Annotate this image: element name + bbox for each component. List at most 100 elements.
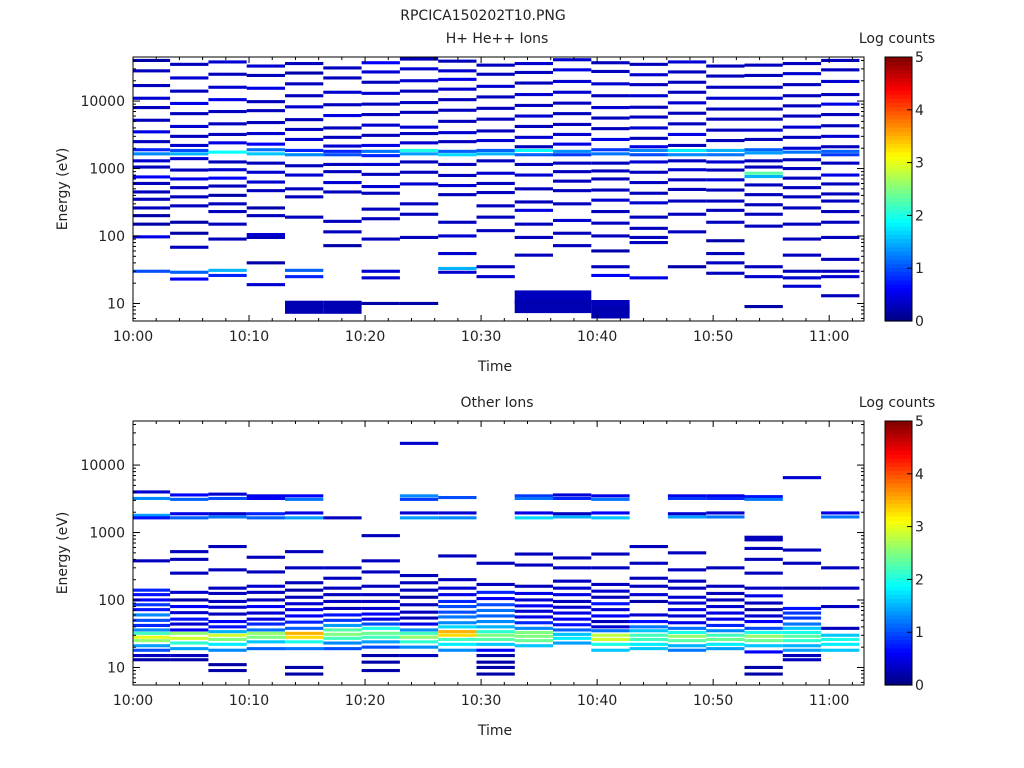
colorbar-segment xyxy=(885,511,912,517)
spectrogram-cell xyxy=(170,270,209,274)
spectrogram-cell xyxy=(706,642,745,646)
spectrogram-cell xyxy=(133,181,171,185)
spectrogram-cell xyxy=(285,614,324,618)
spectrogram-cell xyxy=(821,220,860,224)
spectrogram-cell xyxy=(744,165,783,169)
spectrogram-cell xyxy=(744,644,783,648)
spectrogram-cell xyxy=(782,62,822,66)
spectrogram-cell xyxy=(744,151,783,155)
spectrogram-cell xyxy=(744,212,783,216)
colorbar-segment xyxy=(885,643,912,649)
spectrogram-cell xyxy=(285,82,324,86)
spectrogram-cell xyxy=(514,563,553,567)
spectrogram-cell xyxy=(514,162,553,166)
colorbar-segment xyxy=(885,69,912,75)
spectrogram-cell xyxy=(246,512,285,516)
spectrogram-cell xyxy=(782,125,822,129)
spectrogram-cell xyxy=(361,172,400,176)
panel-title: H+ He++ Ions xyxy=(446,31,549,47)
spectrogram-cell xyxy=(133,648,171,652)
spectrogram-cell xyxy=(629,613,668,617)
spectrogram-cell xyxy=(629,73,668,77)
spectrogram-cell xyxy=(553,79,592,83)
spectrogram-cell xyxy=(667,60,707,64)
spectrogram-cell xyxy=(553,161,592,165)
spectrogram-cell xyxy=(591,497,630,501)
spectrogram-cell xyxy=(744,305,783,309)
spectrogram-cell xyxy=(629,629,668,633)
spectrogram-cell xyxy=(285,137,324,141)
spectrogram-cell xyxy=(821,515,860,519)
spectrogram-cell xyxy=(133,159,171,163)
spectrogram-cell xyxy=(170,497,209,501)
spectrogram-cell xyxy=(706,623,745,627)
colorbar-segment xyxy=(885,197,912,202)
spectrogram-cell xyxy=(285,602,324,606)
spectrogram-cell xyxy=(361,593,400,597)
spectrogram-cell xyxy=(133,148,171,152)
x-tick-label: 10:30 xyxy=(461,329,501,345)
spectrogram-cell xyxy=(591,516,630,520)
spectrogram-cell xyxy=(706,239,745,243)
spectrogram-cell xyxy=(667,595,707,599)
spectrogram-cell xyxy=(782,622,822,626)
spectrogram-cell xyxy=(821,633,860,637)
colorbar-segment xyxy=(885,627,912,632)
spectrogram-cell xyxy=(667,648,707,652)
spectrogram-cell xyxy=(553,632,592,636)
colorbar-segment xyxy=(885,255,912,260)
spectrogram-cell xyxy=(667,568,707,572)
spectrogram-cell xyxy=(629,83,668,87)
spectrogram-cell xyxy=(591,511,630,515)
spectrogram-cell xyxy=(323,153,362,157)
spectrogram-cell xyxy=(170,631,209,635)
spectrogram-cell xyxy=(438,173,477,177)
spectrogram-cell xyxy=(246,647,285,651)
spectrogram-cell xyxy=(399,588,439,592)
spectrogram-cell xyxy=(706,617,745,621)
spectrogram-cell xyxy=(514,511,553,515)
y-tick-label: 100 xyxy=(98,229,125,245)
spectrogram-cell xyxy=(170,220,209,224)
spectrogram-cell xyxy=(399,89,439,93)
spectrogram-cell xyxy=(744,73,783,77)
spectrogram-cell xyxy=(782,222,822,226)
spectrogram-cell xyxy=(438,153,477,157)
x-tick-label: 10:00 xyxy=(113,329,153,345)
spectrogram-cell xyxy=(361,154,400,158)
spectrogram-cell xyxy=(782,176,822,180)
spectrogram-cell xyxy=(208,512,247,516)
spectrogram-cell xyxy=(744,634,783,638)
colorbar-segment xyxy=(885,123,912,128)
spectrogram-cell xyxy=(821,124,860,128)
spectrogram-cell xyxy=(821,113,860,117)
colorbar-segment xyxy=(885,172,912,178)
spectrogram-cell xyxy=(133,269,171,273)
spectrogram-cell xyxy=(285,127,324,131)
spectrogram-cell xyxy=(476,152,515,156)
colorbar-segment xyxy=(885,271,912,277)
spectrogram-cell xyxy=(514,615,553,619)
spectrogram-cell xyxy=(629,115,668,119)
colorbar-segment xyxy=(885,94,912,99)
colorbar-tick-label: 4 xyxy=(915,467,924,483)
spectrogram-cell xyxy=(706,566,745,570)
spectrogram-cell xyxy=(399,497,439,501)
colorbar-segment xyxy=(885,441,912,447)
spectrogram-cell xyxy=(782,167,822,171)
spectrogram-cell xyxy=(667,101,707,105)
spectrogram-cell xyxy=(514,135,553,139)
colorbar-segment xyxy=(885,544,912,550)
spectrogram-cell xyxy=(591,637,630,641)
colorbar-segment xyxy=(885,532,912,538)
colorbar-segment xyxy=(885,507,912,513)
x-tick-label: 10:30 xyxy=(461,693,501,709)
spectrogram-cell xyxy=(170,152,209,156)
colorbar-segment xyxy=(885,433,912,439)
spectrogram-cell xyxy=(133,598,171,602)
colorbar-segment xyxy=(885,226,912,231)
spectrogram-cell xyxy=(706,199,745,203)
spectrogram-cell xyxy=(361,91,400,95)
spectrogram-cell xyxy=(133,96,171,100)
colorbar-tick-label: 0 xyxy=(915,314,924,330)
